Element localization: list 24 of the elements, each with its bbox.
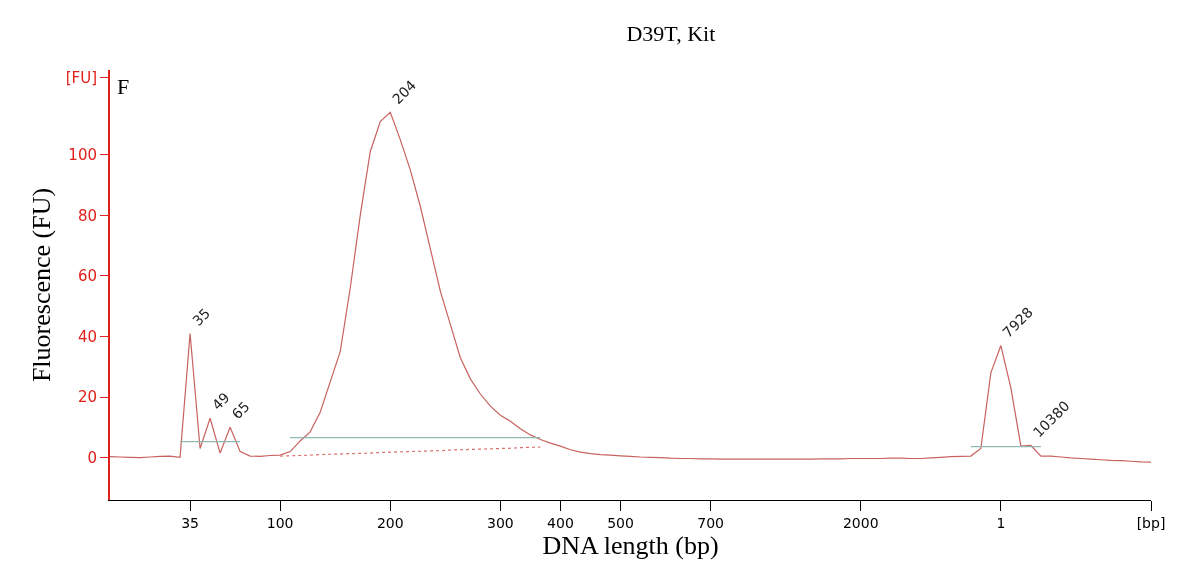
chart-title: D39T, Kit [626,21,716,47]
x-tick-label: 300 [487,514,514,531]
annotation: 35 [189,304,214,329]
line-series [110,111,1151,463]
y-tick-label: 80 [77,206,97,225]
y-tick-label: 20 [77,388,97,407]
x-tick-label: 1 [996,514,1006,531]
y-tick-label: [FU] [65,68,97,87]
y-axis-title: Fluorescence (FU) [26,187,56,383]
annotation: F [117,74,130,99]
x-tick-label: [bp] [1136,514,1166,531]
x-tick-label: 2000 [842,514,879,531]
y-tick-label: 0 [87,448,97,467]
x-tick-label: 200 [376,514,404,531]
x-tick-label: 100 [266,514,294,531]
y-tick-label: 100 [68,146,97,165]
y-tick-label: 60 [77,267,97,286]
x-tick-label: 500 [607,514,634,531]
x-tick-label: 35 [181,514,199,531]
x-axis-title: DNA length (bp) [542,530,719,560]
line-series [279,446,542,457]
y-tick-label: 40 [77,327,97,346]
x-tick-label: 400 [547,514,574,531]
x-tick-label: 700 [697,514,724,531]
